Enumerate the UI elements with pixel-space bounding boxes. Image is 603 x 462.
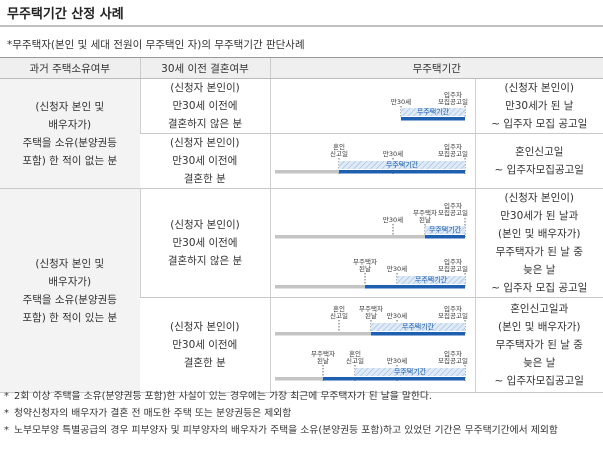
header-ownership: 과거 주택소유여부 [0,57,140,79]
marriage-label-line1: 혼인 [333,304,345,313]
notice-label-line2: 모집공고일 [438,97,468,106]
marriage-label-line2: 신고일 [330,311,348,320]
table-header-row: 과거 주택소유여부 30세 이전 결혼여부 무주택기간 [0,57,603,79]
notice-label-line2: 모집공고일 [438,311,468,320]
period-box [370,322,465,331]
header-marriage: 30세 이전 결혼여부 [139,57,270,79]
period-label: 무주택기간 [428,225,461,234]
homeless-label-line2: 된날 [359,264,371,273]
table-caption: *무주택자(본인 및 세대 전원이 무주택인 자)의 무주택기간 판단사례 [7,39,305,51]
period-box [424,225,465,234]
notice-label-line1: 입주자 [444,201,462,210]
blue-bar [400,117,465,121]
homeless-label-line1: 무주택자 [413,208,437,217]
timeline-diagram: 혼인 신고일 만30세 입주자 모집공고일 무주택기간 [274,142,468,174]
marriage-label-line1: 혼인 [333,142,345,151]
age30-label: 만30세 [386,311,406,320]
period-box [400,108,465,116]
homeless-label-line1: 무주택자 [359,304,383,313]
result-cell: 혼인신고일 ~ 입주자모집공고일 [474,133,603,189]
group-previously-owned: (신청자 본인 및 배우자가) 주택을 소유(분양권등 포함) 한 적이 있는 … [0,188,140,393]
period-label: 무주택기간 [416,107,449,116]
age30-label: 만30세 [386,356,406,365]
gray-bar [274,331,371,335]
footnote: * 2회 이상 주택을 소유(분양권등 포함)한 사실이 있는 경우에는 가장 … [4,388,600,405]
period-label: 무주택기간 [385,160,418,169]
notice-label-line2: 모집공고일 [438,149,468,158]
notice-label-line2: 모집공고일 [438,356,468,365]
age30-label: 만30세 [386,264,406,273]
notice-label-line1: 입주자 [444,349,462,358]
marriage-cell: (신청자 본인이) 만30세 이전에 결혼한 분 [140,297,270,393]
homeless-label-line1: 무주택자 [311,349,335,358]
blue-bar [322,376,465,380]
table-row: (신청자 본인이) 만30세 이전에 결혼한 분 혼인 신고일 무주택자 된날 [0,297,603,393]
marriage-cell: (신청자 본인이) 만30세 이전에 결혼한 분 [140,133,270,189]
period-label: 무주택기간 [414,275,447,284]
notice-label-line1: 입주자 [444,142,462,151]
homeless-label-line2: 된날 [317,356,329,365]
timeline-cell: 만30세 입주자 모집공고일 무주택기간 [269,78,475,134]
footnote-text: 노부모부양 특별공급의 경우 피부양자 및 피부양자의 배우자가 주택을 소유(… [14,425,558,436]
age30-label: 만30세 [382,149,402,158]
marriage-label-line2: 신고일 [346,356,364,365]
footnote-mark: * [4,408,9,419]
footnotes: * 2회 이상 주택을 소유(분양권등 포함)한 사실이 있는 경우에는 가장 … [4,388,600,439]
table-row: (신청자 본인 및 배우자가) 주택을 소유(분양권등 포함) 한 적이 없는 … [0,78,603,189]
header-period: 무주택기간 [269,57,603,79]
result-cell: 혼인신고일과 (본인 및 배우자가) 무주택자가 된 날 중 늦은 날 ~ 입주… [474,297,603,393]
timeline-diagram: 만30세 무주택자 된날 입주자 모집공고일 무주택기간 무주택자 [274,201,468,288]
footnote: * 청약신청자의 배우자가 결혼 전 매도한 주택 또는 분양권등은 제외함 [4,405,600,422]
homeless-label-line2: 된날 [419,215,431,224]
period-box [338,161,465,169]
notice-label-line2: 모집공고일 [438,264,468,273]
timeline-cell: 만30세 무주택자 된날 입주자 모집공고일 무주택기간 무주택자 [269,188,475,298]
timeline-diagram: 혼인 신고일 무주택자 된날 만30세 입주자 모집공고일 무주택기간 [274,304,468,381]
marriage-cell: (신청자 본인이) 만30세 이전에 결혼하지 않은 분 [139,78,270,134]
page-title: 무주택기간 산정 사례 [7,7,124,22]
period-box [354,367,465,376]
footnote-text: 2회 이상 주택을 소유(분양권등 포함)한 사실이 있는 경우에는 가장 최근… [14,391,432,402]
footnote-mark: * [4,391,9,402]
notice-label-line1: 입주자 [444,304,462,313]
marriage-label-line2: 신고일 [330,149,348,158]
marriage-cell: (신청자 본인이) 만30세 이전에 결혼하지 않은 분 [139,188,270,298]
gray-bar [274,170,339,174]
gray-bar [274,376,323,380]
age30-label: 만30세 [382,215,402,224]
title-bar: 무주택기간 산정 사례 [0,0,603,27]
homeless-period-table: 과거 주택소유여부 30세 이전 결혼여부 무주택기간 (신청자 본인 및 배우… [0,57,603,393]
blue-bar [370,331,465,335]
gray-bar [274,234,425,238]
marriage-label-line1: 혼인 [349,349,361,358]
timeline-cell: 혼인 신고일 무주택자 된날 만30세 입주자 모집공고일 무주택기간 [269,297,475,393]
period-box [396,275,465,284]
period-label: 무주택기간 [401,322,434,331]
timeline-cell: 혼인 신고일 만30세 입주자 모집공고일 무주택기간 [269,133,475,189]
group-never-owned: (신청자 본인 및 배우자가) 주택을 소유(분양권등 포함) 한 적이 없는 … [0,78,140,189]
age30-label: 만30세 [390,97,410,106]
notice-label-line2: 모집공고일 [438,208,468,217]
table-row: (신청자 본인 및 배우자가) 주택을 소유(분양권등 포함) 한 적이 있는 … [0,188,603,393]
result-cell: (신청자 본인이) 만30세가 된 날 ~ 입주자 모집 공고일 [474,78,603,134]
notice-label-line1: 입주자 [444,90,462,99]
gray-bar [274,284,365,288]
table-row: (신청자 본인이) 만30세 이전에 결혼한 분 혼인 신고일 만30세 입주자… [0,133,603,189]
footnote-mark: * [4,425,9,436]
blue-bar [364,284,465,288]
notice-label-line1: 입주자 [444,257,462,266]
timeline-diagram: 만30세 입주자 모집공고일 무주택기간 [390,90,468,121]
homeless-label-line1: 무주택자 [353,257,377,266]
homeless-label-line2: 된날 [365,311,377,320]
blue-bar [424,234,465,238]
blue-bar [338,170,465,174]
period-label: 무주택기간 [393,367,426,376]
footnote: * 노부모부양 특별공급의 경우 피부양자 및 피부양자의 배우자가 주택을 소… [4,422,600,439]
footnote-text: 청약신청자의 배우자가 결혼 전 매도한 주택 또는 분양권등은 제외함 [14,408,292,419]
result-cell: (신청자 본인이) 만30세가 된 날과 (본인 및 배우자가) 무주택자가 된… [474,188,603,298]
